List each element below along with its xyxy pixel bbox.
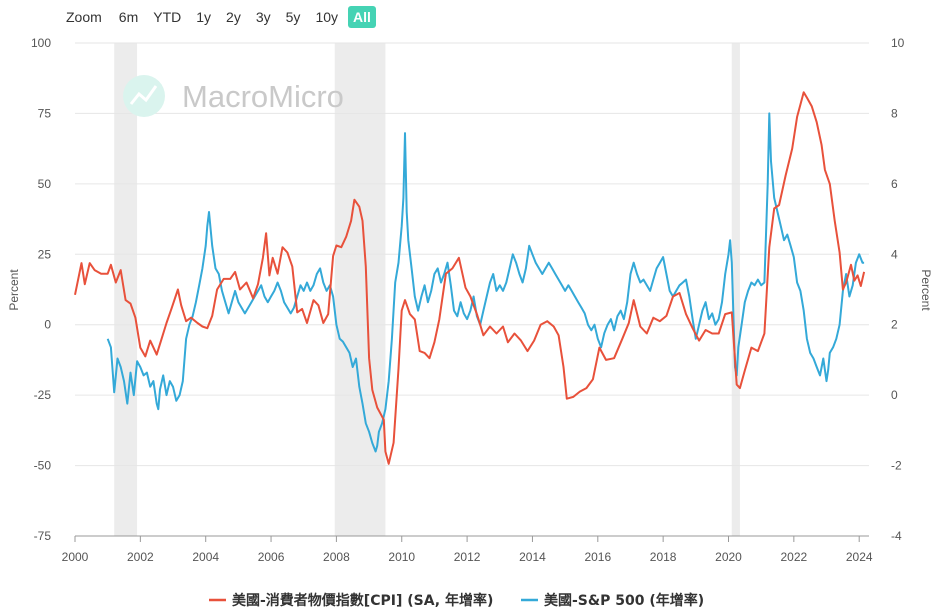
zoom-button-2y[interactable]: 2y	[226, 9, 241, 25]
left-axis-ticks: -75 -50 -25 0 25 50 75 100	[31, 36, 51, 543]
legend-item-sp500[interactable]: 美國-S&P 500 (年增率)	[544, 592, 704, 609]
x-axis-ticks: 2000 2002 2004 2006 2008 2010 2012 2014 2016 2018…	[62, 536, 873, 564]
zoom-button-3y[interactable]: 3y	[255, 9, 271, 25]
legend: 美國-消費者物價指數[CPI] (SA, 年增率) 美國-S&P 500 (年增…	[209, 592, 704, 609]
series-line-sp500	[106, 112, 865, 453]
left-tick-label: 0	[44, 318, 51, 332]
left-axis-title: Percent	[7, 269, 21, 311]
recession-band-2	[731, 43, 740, 536]
watermark-logo-icon	[123, 75, 165, 117]
x-tick-label: 2020	[715, 550, 742, 564]
right-tick-label: 6	[891, 177, 898, 191]
left-tick-label: 25	[38, 247, 52, 261]
recession-bands	[114, 43, 740, 536]
zoom-button-5y[interactable]: 5y	[285, 9, 301, 25]
zoom-button-1y[interactable]: 1y	[196, 9, 212, 25]
right-tick-label: 8	[891, 106, 898, 120]
x-tick-label: 2004	[192, 550, 219, 564]
zoom-button-ytd[interactable]: YTD	[153, 9, 182, 25]
x-tick-label: 2016	[584, 550, 611, 564]
watermark-chart-icon	[129, 85, 158, 105]
right-axis-ticks: -4 -2 0 2 4 6 8 10	[891, 36, 905, 543]
left-tick-label: -25	[34, 388, 52, 402]
right-tick-label: 2	[891, 318, 898, 332]
x-tick-label: 2018	[650, 550, 677, 564]
left-tick-label: 100	[31, 36, 51, 50]
zoom-button-10y[interactable]: 10y	[315, 9, 339, 25]
watermark: MacroMicro	[123, 75, 344, 117]
recession-band-0	[114, 43, 138, 536]
right-tick-label: -2	[891, 459, 902, 473]
x-tick-label: 2022	[780, 550, 807, 564]
zoom-button-all[interactable]: All	[348, 6, 376, 28]
zoom-button-6m[interactable]: 6m	[118, 9, 139, 25]
x-tick-label: 2006	[258, 550, 285, 564]
series-line-cpi	[74, 91, 866, 465]
grid-lines	[75, 42, 869, 467]
x-tick-label: 2000	[62, 550, 89, 564]
right-tick-label: -4	[891, 529, 902, 543]
left-tick-label: -50	[34, 459, 52, 473]
x-tick-label: 2008	[323, 550, 350, 564]
legend-item-cpi[interactable]: 美國-消費者物價指數[CPI] (SA, 年增率)	[232, 592, 493, 609]
x-tick-label: 2014	[519, 550, 546, 564]
watermark-text: MacroMicro	[182, 79, 344, 114]
x-tick-label: 2012	[454, 550, 481, 564]
x-tick-label: 2024	[846, 550, 873, 564]
recession-band-1	[334, 43, 386, 536]
x-tick-label: 2002	[127, 550, 154, 564]
right-tick-label: 0	[891, 388, 898, 402]
right-tick-label: 10	[891, 36, 905, 50]
left-tick-label: -75	[34, 529, 52, 543]
x-tick-label: 2010	[388, 550, 415, 564]
left-tick-label: 75	[38, 106, 52, 120]
zoom-label: Zoom	[66, 9, 102, 25]
zoom-bar: Zoom 6m YTD 1y 2y 3y 5y 10y All	[66, 6, 381, 28]
left-tick-label: 50	[38, 177, 52, 191]
right-axis-title: Percent	[919, 269, 933, 311]
right-tick-label: 4	[891, 247, 898, 261]
